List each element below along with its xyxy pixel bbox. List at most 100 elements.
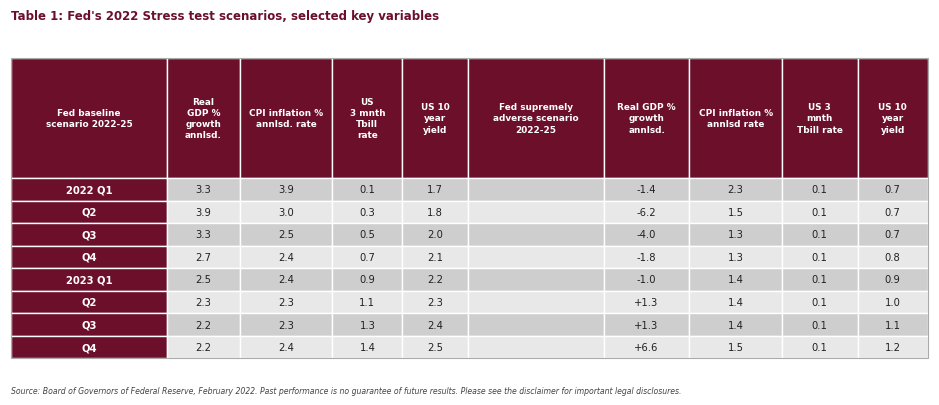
Bar xyxy=(332,201,403,224)
Text: 0.9: 0.9 xyxy=(360,275,376,285)
Text: 2.2: 2.2 xyxy=(195,320,211,330)
Bar xyxy=(468,291,604,313)
Bar xyxy=(857,291,928,313)
Text: Q2: Q2 xyxy=(82,297,97,307)
Text: 1.4: 1.4 xyxy=(728,297,744,307)
Bar xyxy=(11,59,928,358)
Text: -4.0: -4.0 xyxy=(637,230,656,240)
Text: 1.5: 1.5 xyxy=(728,207,744,217)
Text: 0.1: 0.1 xyxy=(360,185,376,195)
Bar xyxy=(332,179,403,201)
Text: US
3 mnth
Tbill
rate: US 3 mnth Tbill rate xyxy=(349,98,385,140)
Text: 2.4: 2.4 xyxy=(278,342,294,352)
Bar xyxy=(11,269,167,291)
Text: 0.7: 0.7 xyxy=(885,185,901,195)
Text: Fed baseline
scenario 2022-25: Fed baseline scenario 2022-25 xyxy=(46,109,132,129)
Bar xyxy=(782,246,857,269)
Bar xyxy=(332,336,403,358)
Text: Real GDP %
growth
annlsd.: Real GDP % growth annlsd. xyxy=(617,103,676,134)
Bar xyxy=(11,224,167,246)
Bar xyxy=(604,179,689,201)
Text: 2.3: 2.3 xyxy=(728,185,744,195)
Bar xyxy=(782,269,857,291)
Bar xyxy=(11,201,167,224)
Bar xyxy=(604,201,689,224)
Text: Q4: Q4 xyxy=(82,342,97,352)
Bar xyxy=(167,313,239,336)
Bar xyxy=(468,246,604,269)
Text: -1.0: -1.0 xyxy=(637,275,656,285)
Text: 0.3: 0.3 xyxy=(360,207,376,217)
Bar xyxy=(604,269,689,291)
Text: +6.6: +6.6 xyxy=(635,342,659,352)
Text: Q4: Q4 xyxy=(82,252,97,262)
Bar xyxy=(167,336,239,358)
Text: 2.0: 2.0 xyxy=(427,230,443,240)
Text: 2.5: 2.5 xyxy=(427,342,443,352)
Bar xyxy=(403,291,468,313)
Bar xyxy=(332,59,403,179)
Text: Real
GDP %
growth
annlsd.: Real GDP % growth annlsd. xyxy=(185,98,222,140)
Bar xyxy=(403,336,468,358)
Text: 2.4: 2.4 xyxy=(427,320,443,330)
Text: 2.3: 2.3 xyxy=(195,297,211,307)
Text: 0.1: 0.1 xyxy=(812,230,827,240)
Text: 1.1: 1.1 xyxy=(885,320,901,330)
Bar xyxy=(332,246,403,269)
Bar xyxy=(689,59,782,179)
Bar xyxy=(403,201,468,224)
Text: 1.3: 1.3 xyxy=(360,320,376,330)
Text: -6.2: -6.2 xyxy=(637,207,656,217)
Bar xyxy=(239,291,332,313)
Text: CPI inflation %
annlsd rate: CPI inflation % annlsd rate xyxy=(699,109,773,129)
Bar xyxy=(11,179,167,201)
Bar xyxy=(857,269,928,291)
Bar xyxy=(332,313,403,336)
Bar xyxy=(239,336,332,358)
Bar xyxy=(604,246,689,269)
Bar xyxy=(332,224,403,246)
Bar xyxy=(782,313,857,336)
Bar xyxy=(11,291,167,313)
Bar xyxy=(332,269,403,291)
Bar xyxy=(857,336,928,358)
Text: 2.3: 2.3 xyxy=(278,297,294,307)
Text: 2.1: 2.1 xyxy=(427,252,443,262)
Text: 2023 Q1: 2023 Q1 xyxy=(66,275,113,285)
Bar xyxy=(468,59,604,179)
Text: Source: Board of Governors of Federal Reserve, February 2022. Past performance i: Source: Board of Governors of Federal Re… xyxy=(11,386,682,395)
Text: 0.1: 0.1 xyxy=(812,185,827,195)
Text: 3.9: 3.9 xyxy=(195,207,211,217)
Bar xyxy=(239,313,332,336)
Bar xyxy=(604,313,689,336)
Text: 2.4: 2.4 xyxy=(278,252,294,262)
Text: 1.7: 1.7 xyxy=(427,185,443,195)
Text: 3.3: 3.3 xyxy=(195,230,211,240)
Text: 0.8: 0.8 xyxy=(885,252,901,262)
Text: 0.5: 0.5 xyxy=(360,230,376,240)
Bar xyxy=(403,59,468,179)
Text: -1.8: -1.8 xyxy=(637,252,656,262)
Bar xyxy=(239,59,332,179)
Text: 0.1: 0.1 xyxy=(812,252,827,262)
Bar xyxy=(239,224,332,246)
Text: 0.1: 0.1 xyxy=(812,342,827,352)
Bar xyxy=(167,201,239,224)
Text: Fed supremely
adverse scenario
2022-25: Fed supremely adverse scenario 2022-25 xyxy=(493,103,578,134)
Text: 3.0: 3.0 xyxy=(278,207,294,217)
Bar xyxy=(857,59,928,179)
Bar xyxy=(689,179,782,201)
Bar xyxy=(604,59,689,179)
Bar xyxy=(782,201,857,224)
Text: US 3
mnth
Tbill rate: US 3 mnth Tbill rate xyxy=(797,103,842,134)
Text: +1.3: +1.3 xyxy=(635,297,658,307)
Text: 2.3: 2.3 xyxy=(278,320,294,330)
Bar xyxy=(167,269,239,291)
Bar xyxy=(11,59,167,179)
Text: 1.8: 1.8 xyxy=(427,207,443,217)
Text: 0.7: 0.7 xyxy=(360,252,376,262)
Bar xyxy=(857,313,928,336)
Text: 2.3: 2.3 xyxy=(427,297,443,307)
Text: Table 1: Fed's 2022 Stress test scenarios, selected key variables: Table 1: Fed's 2022 Stress test scenario… xyxy=(11,10,439,23)
Bar xyxy=(11,313,167,336)
